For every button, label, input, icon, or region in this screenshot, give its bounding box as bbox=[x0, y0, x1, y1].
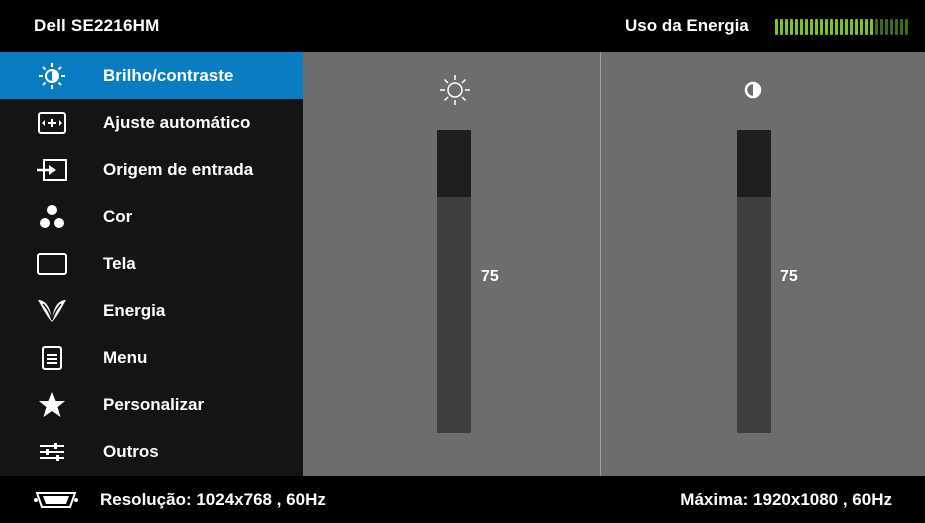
osd-footer: Resolução: 1024x768 , 60Hz Máxima: 1920x… bbox=[0, 476, 925, 523]
energy-meter-bar bbox=[860, 19, 863, 35]
contrast-icon bbox=[733, 70, 773, 110]
brightness-slider[interactable] bbox=[437, 130, 471, 433]
energy-leaf-icon bbox=[30, 295, 74, 327]
energy-meter-bar bbox=[895, 19, 898, 35]
osd-menu-sidebar: Brilho/contraste Ajuste automático bbox=[0, 52, 303, 476]
energy-meter-bar bbox=[900, 19, 903, 35]
menu-item-energy[interactable]: Energia bbox=[0, 287, 303, 334]
energy-meter-bar bbox=[795, 19, 798, 35]
others-icon bbox=[30, 436, 74, 468]
display-icon bbox=[30, 248, 74, 280]
vga-connector-icon bbox=[33, 488, 79, 517]
menu-item-label: Tela bbox=[103, 254, 136, 273]
energy-meter-bar bbox=[785, 19, 788, 35]
menu-item-label: Menu bbox=[103, 348, 148, 367]
brightness-icon bbox=[435, 70, 475, 110]
menu-item-label: Outros bbox=[103, 442, 159, 461]
energy-meter-bar bbox=[825, 19, 828, 35]
menu-item-display[interactable]: Tela bbox=[0, 240, 303, 287]
auto-adjust-icon bbox=[30, 107, 74, 139]
energy-meter-bar bbox=[880, 19, 883, 35]
menu-item-label: Energia bbox=[103, 301, 166, 320]
maximum-resolution: Máxima: 1920x1080 , 60Hz bbox=[680, 490, 892, 509]
energy-meter-bar bbox=[830, 19, 833, 35]
menu-item-label: Brilho/contraste bbox=[103, 66, 234, 85]
energy-meter-bar bbox=[885, 19, 888, 35]
energy-meter-bar bbox=[890, 19, 893, 35]
energy-meter-bar bbox=[840, 19, 843, 35]
energy-meter-bar bbox=[905, 19, 908, 35]
menu-icon bbox=[30, 342, 74, 374]
current-resolution: Resolução: 1024x768 , 60Hz bbox=[100, 490, 326, 509]
energy-meter-bar bbox=[805, 19, 808, 35]
energy-meter-bar bbox=[850, 19, 853, 35]
menu-item-brightness-contrast[interactable]: Brilho/contraste bbox=[0, 52, 303, 99]
settings-panel bbox=[303, 52, 925, 476]
menu-item-label: Origem de entrada bbox=[103, 160, 254, 179]
menu-item-label: Personalizar bbox=[103, 395, 205, 414]
energy-meter-bar bbox=[865, 19, 868, 35]
energy-meter-bar bbox=[810, 19, 813, 35]
energy-meter-bar bbox=[820, 19, 823, 35]
energy-meter-bar bbox=[870, 19, 873, 35]
contrast-value: 75 bbox=[780, 268, 798, 285]
color-icon bbox=[30, 201, 74, 233]
energy-meter-bar bbox=[835, 19, 838, 35]
panel-divider bbox=[600, 52, 601, 476]
contrast-slider[interactable] bbox=[737, 130, 771, 433]
brightness-slider-track bbox=[437, 130, 471, 197]
energy-meter-bar bbox=[775, 19, 778, 35]
energy-usage-meter bbox=[775, 19, 908, 35]
menu-item-others[interactable]: Outros bbox=[0, 428, 303, 475]
menu-item-label: Ajuste automático bbox=[103, 113, 251, 132]
contrast-slider-track bbox=[737, 130, 771, 197]
brightness-icon bbox=[30, 60, 74, 92]
menu-item-personalize[interactable]: Personalizar bbox=[0, 381, 303, 428]
brightness-value: 75 bbox=[481, 268, 499, 285]
energy-usage-label: Uso da Energia bbox=[625, 16, 749, 35]
menu-item-menu[interactable]: Menu bbox=[0, 334, 303, 381]
energy-meter-bar bbox=[815, 19, 818, 35]
menu-item-label: Cor bbox=[103, 207, 133, 226]
energy-meter-bar bbox=[845, 19, 848, 35]
osd-header: Dell SE2216HM Uso da Energia bbox=[0, 0, 925, 52]
energy-meter-bar bbox=[790, 19, 793, 35]
monitor-model: Dell SE2216HM bbox=[34, 16, 160, 35]
star-icon bbox=[30, 389, 74, 421]
energy-meter-bar bbox=[855, 19, 858, 35]
energy-meter-bar bbox=[780, 19, 783, 35]
input-source-icon bbox=[30, 154, 74, 186]
menu-item-input-source[interactable]: Origem de entrada bbox=[0, 146, 303, 193]
energy-meter-bar bbox=[800, 19, 803, 35]
menu-item-auto-adjust[interactable]: Ajuste automático bbox=[0, 99, 303, 146]
energy-meter-bar bbox=[875, 19, 878, 35]
menu-item-color[interactable]: Cor bbox=[0, 193, 303, 240]
